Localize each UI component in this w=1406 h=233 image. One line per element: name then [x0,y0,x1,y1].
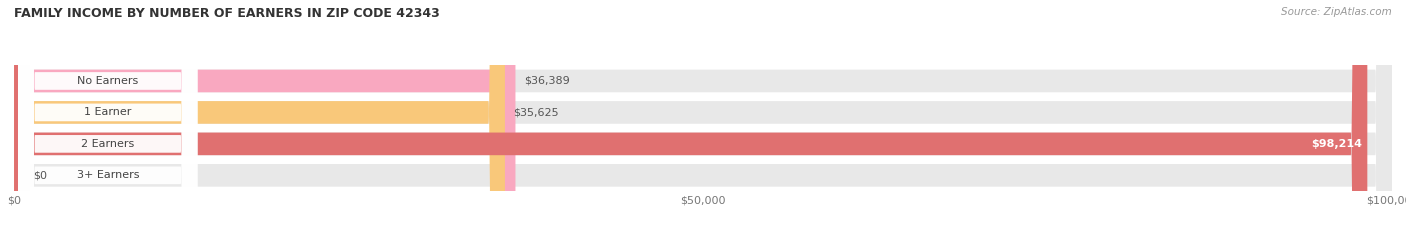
FancyBboxPatch shape [14,0,505,233]
FancyBboxPatch shape [18,0,197,233]
Text: $35,625: $35,625 [513,107,558,117]
FancyBboxPatch shape [18,0,197,233]
FancyBboxPatch shape [14,0,1367,233]
Text: $0: $0 [34,170,48,180]
Text: $98,214: $98,214 [1310,139,1362,149]
Text: Source: ZipAtlas.com: Source: ZipAtlas.com [1281,7,1392,17]
FancyBboxPatch shape [14,0,1392,233]
FancyBboxPatch shape [18,0,197,233]
Text: No Earners: No Earners [77,76,138,86]
Text: 1 Earner: 1 Earner [84,107,131,117]
Text: FAMILY INCOME BY NUMBER OF EARNERS IN ZIP CODE 42343: FAMILY INCOME BY NUMBER OF EARNERS IN ZI… [14,7,440,20]
FancyBboxPatch shape [14,0,1392,233]
Text: 3+ Earners: 3+ Earners [76,170,139,180]
FancyBboxPatch shape [14,0,1392,233]
FancyBboxPatch shape [18,0,197,233]
FancyBboxPatch shape [14,0,516,233]
Text: $36,389: $36,389 [523,76,569,86]
Text: 2 Earners: 2 Earners [82,139,135,149]
FancyBboxPatch shape [14,0,1392,233]
